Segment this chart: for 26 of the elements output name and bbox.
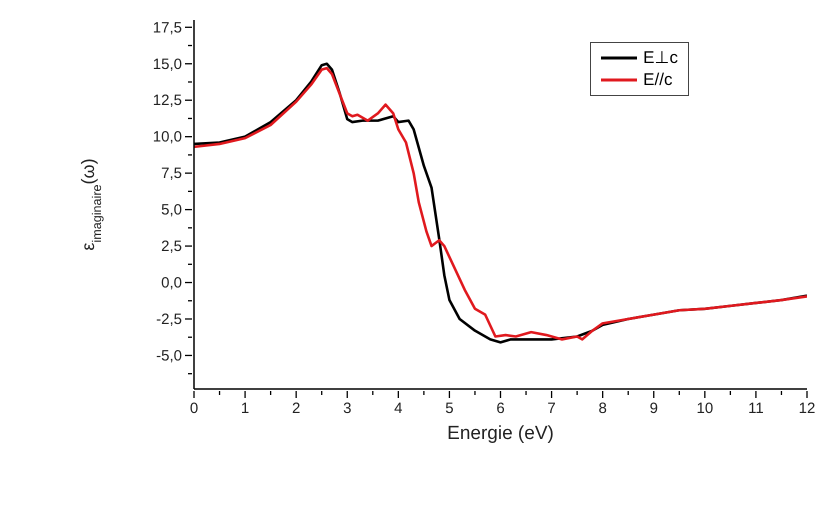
x-tick-label: 12 [798, 400, 816, 417]
x-axis-title: Energie (eV) [447, 423, 554, 444]
y-tick-label: 10,0 [152, 128, 182, 146]
y-tick-label: -5,0 [156, 347, 182, 364]
x-tick-label: 2 [292, 400, 300, 417]
y-tick-label: 15,0 [152, 56, 182, 73]
legend-label: E⊥c [643, 47, 678, 69]
x-tick-label: 3 [343, 400, 352, 417]
y-tick-label: 12,5 [152, 92, 182, 110]
x-tick-label: 4 [394, 400, 403, 417]
x-tick-label: 0 [190, 400, 198, 417]
x-tick-label: 10 [696, 400, 714, 417]
x-tick-label: 9 [650, 400, 658, 417]
x-tick-label: 7 [547, 400, 556, 417]
y-tick-label: 7,5 [161, 165, 182, 182]
y-tick-label: 0,0 [161, 274, 182, 292]
y-tick-label: 5,0 [161, 202, 182, 219]
x-tick-label: 8 [598, 400, 607, 417]
y-tick-label: -2,5 [156, 310, 182, 328]
y-tick-label: 2,5 [161, 238, 182, 256]
y-tick-label: 17,5 [152, 19, 182, 36]
x-tick-label: 11 [748, 400, 764, 417]
x-tick-label: 1 [240, 400, 250, 417]
legend-label: E//c [643, 69, 672, 91]
x-tick-label: 5 [445, 400, 454, 417]
x-tick-label: 6 [496, 400, 505, 417]
